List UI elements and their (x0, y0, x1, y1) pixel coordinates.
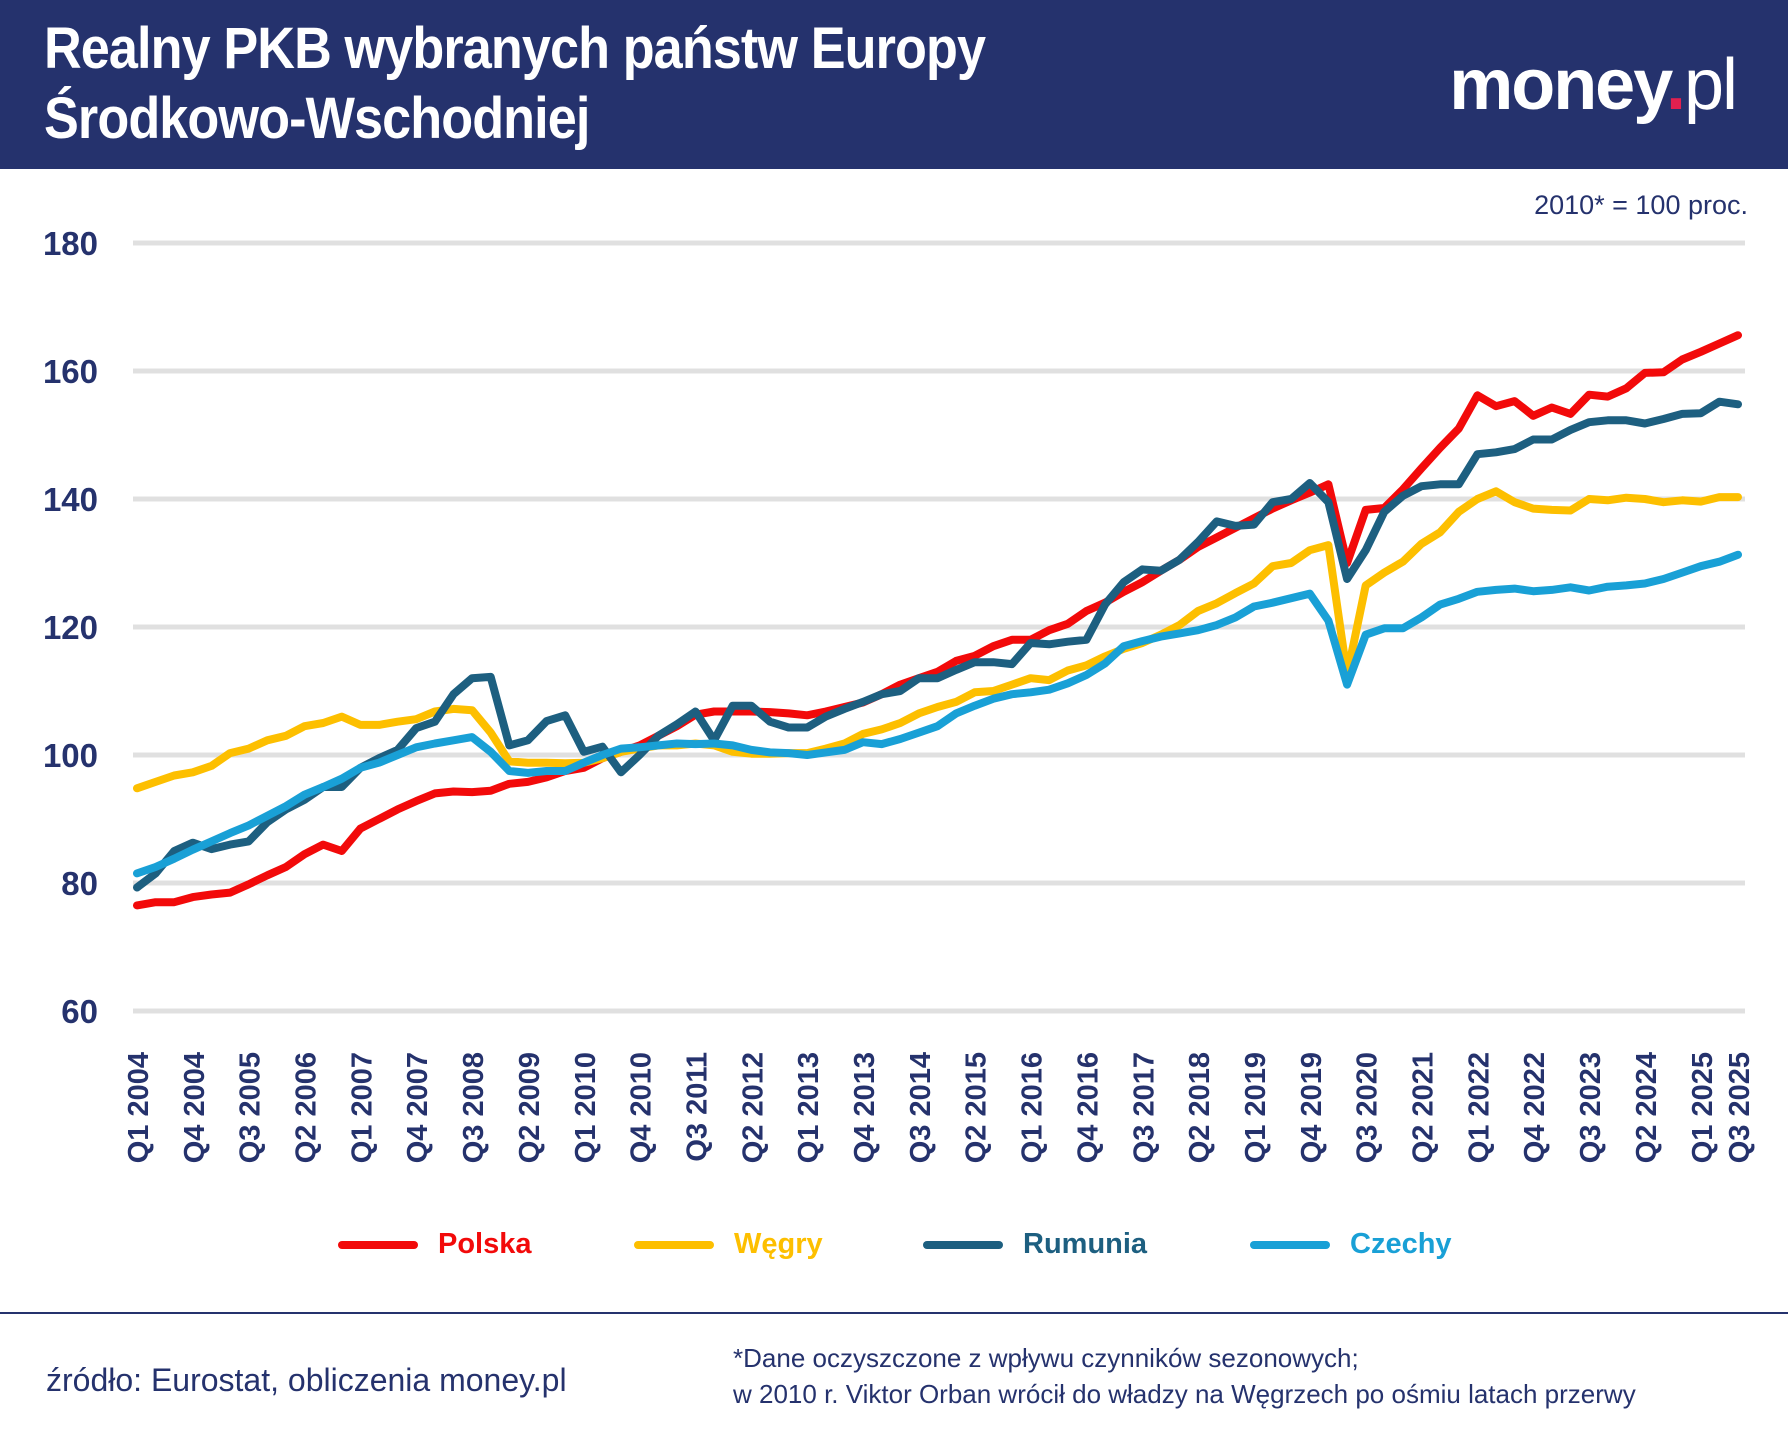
x-tick-label: Q4 2004 (179, 1052, 211, 1163)
x-tick-label: Q4 2016 (1072, 1052, 1104, 1163)
x-tick-label: Q1 2025 (1687, 1052, 1719, 1163)
x-tick-label: Q3 2005 (235, 1052, 267, 1163)
legend-swatch (1250, 1240, 1330, 1249)
x-tick-label: Q2 2015 (961, 1052, 993, 1163)
footnotes: *Dane oczyszczone z wpływu czynników sez… (733, 1340, 1636, 1412)
legend-label: Rumunia (1023, 1228, 1148, 1260)
y-tick-label: 120 (43, 609, 98, 646)
y-tick-label: 160 (43, 353, 98, 390)
y-tick-label: 80 (61, 865, 98, 902)
legend-swatch (634, 1240, 714, 1249)
series-line-rumunia (133, 397, 1742, 892)
x-tick-label: Q1 2010 (570, 1052, 602, 1163)
x-tick-label: Q2 2009 (514, 1052, 546, 1163)
footnote-line-1: *Dane oczyszczone z wpływu czynników sez… (733, 1343, 1359, 1373)
title-line-2: Środkowo-Wschodniej (44, 86, 590, 151)
x-tick-label: Q3 2011 (681, 1052, 713, 1162)
series-line-polska (133, 331, 1742, 910)
y-tick-label: 180 (43, 225, 98, 262)
y-tick-label: 60 (61, 993, 98, 1030)
title-line-1: Realny PKB wybranych państw Europy (44, 16, 986, 81)
x-tick-label: Q2 2024 (1631, 1052, 1663, 1163)
x-tick-label: Q2 2006 (291, 1052, 323, 1163)
x-tick-label: Q3 2017 (1128, 1052, 1160, 1163)
x-tick-label: Q1 2013 (793, 1052, 825, 1163)
x-tick-label: Q3 2025 (1724, 1052, 1756, 1163)
x-tick-label: Q4 2019 (1296, 1052, 1328, 1163)
series-line-węgry (133, 487, 1742, 793)
x-tick-label: Q1 2016 (1017, 1052, 1049, 1163)
legend-item-rumunia: Rumunia (923, 1228, 1147, 1261)
chart-title: Realny PKB wybranych państw Europy Środk… (44, 14, 986, 154)
money-pl-logo: money.pl (1449, 45, 1738, 125)
legend-label: Węgry (734, 1228, 823, 1260)
x-tick-label: Q2 2012 (737, 1052, 769, 1163)
x-tick-label: Q1 2019 (1240, 1052, 1272, 1163)
x-tick-label: Q1 2022 (1463, 1052, 1495, 1163)
legend-item-czechy: Czechy (1250, 1228, 1452, 1261)
chart-legend: Polska Węgry Rumunia Czechy (0, 1228, 1788, 1268)
x-tick-label: Q4 2007 (402, 1052, 434, 1163)
legend-label: Polska (438, 1228, 532, 1260)
header-banner: Realny PKB wybranych państw Europy Środk… (0, 0, 1788, 169)
x-tick-label: Q4 2013 (849, 1052, 881, 1163)
legend-item-polska: Polska (338, 1228, 532, 1261)
line-chart: 60 80 100 120 140 160 180 Q1 2004 Q4 2004 Q3 200… (43, 225, 1756, 1163)
x-tick-label: Q3 2023 (1575, 1052, 1607, 1163)
y-tick-label: 140 (43, 481, 98, 518)
legend-swatch (338, 1240, 418, 1249)
legend-label: Czechy (1350, 1228, 1452, 1260)
x-tick-label: Q1 2004 (123, 1052, 155, 1163)
x-tick-label: Q1 2007 (346, 1052, 378, 1163)
x-tick-label: Q3 2014 (905, 1052, 937, 1163)
legend-item-węgry: Węgry (634, 1228, 823, 1261)
y-tick-label: 100 (43, 737, 98, 774)
x-tick-label: Q2 2018 (1184, 1052, 1216, 1163)
x-tick-label: Q4 2010 (626, 1052, 658, 1163)
x-tick-label: Q3 2020 (1352, 1052, 1384, 1163)
legend-swatch (923, 1240, 1003, 1249)
footer-divider (0, 1312, 1788, 1314)
source-text: źródło: Eurostat, obliczenia money.pl (46, 1362, 567, 1398)
unit-note: 2010* = 100 proc. (1534, 190, 1748, 220)
x-tick-label: Q3 2008 (458, 1052, 490, 1163)
x-tick-label: Q4 2022 (1519, 1052, 1551, 1163)
x-tick-label: Q2 2021 (1408, 1052, 1440, 1163)
footnote-line-2: w 2010 r. Viktor Orban wrócił do władzy … (733, 1379, 1636, 1409)
series-line-czechy (133, 550, 1742, 878)
